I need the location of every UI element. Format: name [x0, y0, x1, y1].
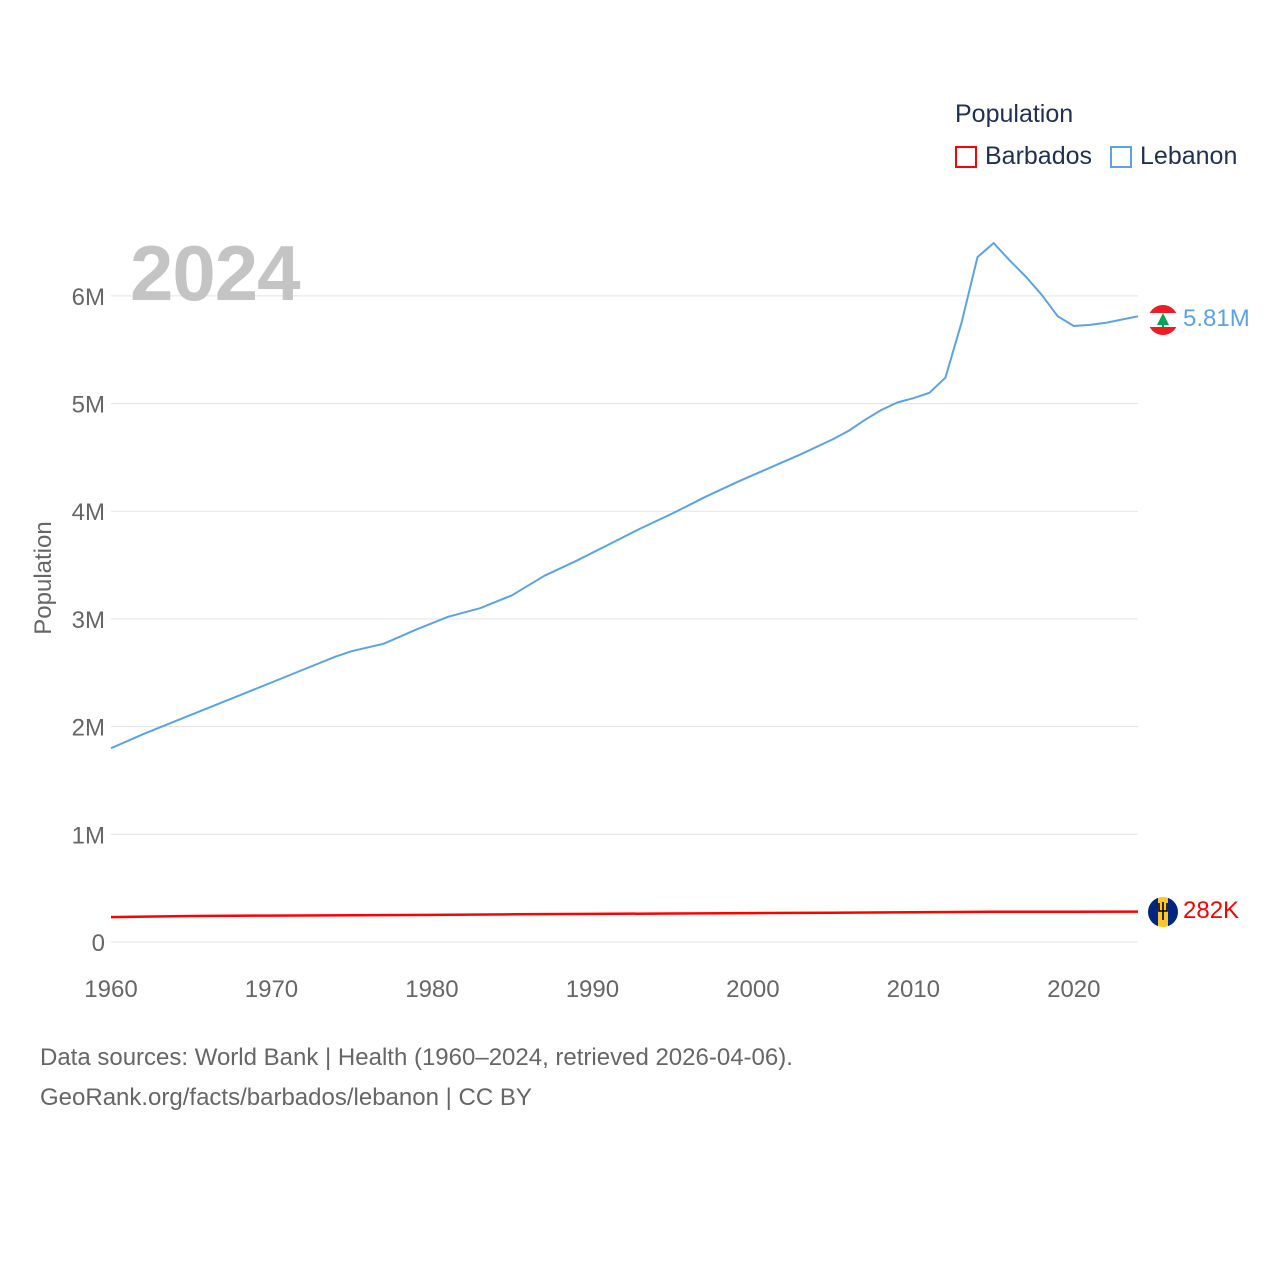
barbados-flag-icon: [1148, 897, 1178, 927]
y-tick-label: 5M: [72, 392, 105, 419]
series-line-barbados: [110, 910, 1139, 919]
legend-title: Population: [955, 100, 1074, 128]
x-tick-label: 1990: [566, 976, 619, 1003]
y-tick-label: 4M: [72, 499, 105, 526]
x-tick-label: 1980: [405, 976, 458, 1003]
lebanon-end-label: 5.81M: [1183, 305, 1250, 332]
y-axis-title: Population: [30, 521, 57, 634]
year-watermark: 2024: [130, 229, 301, 317]
y-tick-label: 2M: [72, 715, 105, 742]
legend-label-lebanon: Lebanon: [1140, 142, 1238, 170]
barbados-end-label: 282K: [1183, 897, 1239, 924]
y-tick-label: 1M: [72, 822, 105, 849]
x-tick-label: 2020: [1047, 976, 1100, 1003]
series-line-lebanon: [110, 242, 1139, 750]
attribution-note: GeoRank.org/facts/barbados/lebanon | CC …: [40, 1084, 532, 1111]
y-tick-label: 6M: [72, 284, 105, 311]
y-tick-label: 3M: [72, 607, 105, 634]
legend-item-lebanon[interactable]: Lebanon: [1110, 142, 1237, 171]
legend-item-barbados[interactable]: Barbados: [955, 142, 1092, 171]
x-tick-label: 1970: [245, 976, 298, 1003]
y-tick-label: 0: [92, 930, 105, 957]
lebanon-flag-icon: [1148, 305, 1178, 335]
x-tick-label: 1960: [84, 976, 137, 1003]
legend: Barbados Lebanon: [955, 142, 1255, 171]
x-tick-label: 2010: [887, 976, 940, 1003]
legend-swatch-lebanon: [1110, 145, 1133, 168]
data-source-note: Data sources: World Bank | Health (1960–…: [40, 1044, 793, 1071]
legend-swatch-barbados: [955, 145, 977, 168]
legend-label-barbados: Barbados: [985, 142, 1093, 170]
x-tick-label: 2000: [726, 976, 779, 1003]
